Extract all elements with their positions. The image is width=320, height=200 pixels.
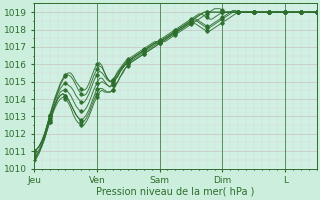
X-axis label: Pression niveau de la mer( hPa ): Pression niveau de la mer( hPa ) [96, 187, 254, 197]
